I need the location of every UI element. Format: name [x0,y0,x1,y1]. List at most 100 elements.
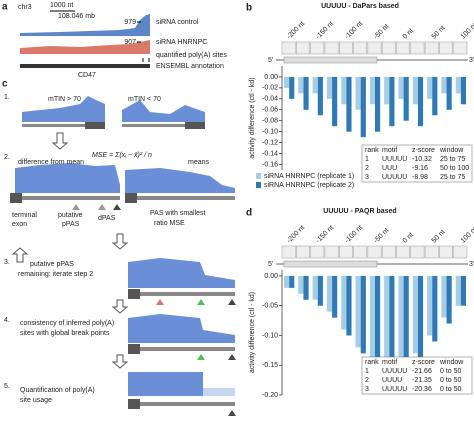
label: sites with global break points [20,330,110,337]
label: 2 [365,165,369,172]
triangle [197,354,205,360]
label: d [246,208,252,219]
bar [417,275,424,360]
triangle [228,410,236,416]
window-box [281,41,296,55]
bar [412,275,418,354]
coverage [122,100,205,122]
bar [384,275,390,378]
label: UUU [382,165,397,172]
window-box [353,245,368,259]
label: 4. [4,317,10,324]
bar [346,76,352,132]
bar [427,275,433,336]
bar [355,76,361,110]
label: ENSEMBL annotation [156,63,224,70]
exon [10,193,22,203]
bar [369,275,375,366]
label: 907 [124,39,136,46]
label: -100 nt [344,20,364,40]
label: dPAS [98,215,116,222]
window-box [453,245,468,259]
bar [460,275,466,306]
label: 0 nt [402,27,415,40]
label: -0.14 [262,150,278,157]
bar [398,275,404,372]
gene [122,124,205,127]
label: -50 nt [373,23,391,41]
coverage [128,258,235,288]
label: -9.16 [412,165,428,172]
label: site usage [20,397,52,404]
arrow [51,132,69,150]
label: -100 nt [344,224,364,244]
window-box [296,245,310,259]
label: 25 to 75 [440,156,465,163]
label: -0.06 [262,107,278,114]
gene [128,402,235,406]
label: motif [382,359,397,366]
label: 0 to 50 [440,368,462,375]
window-box [310,245,325,259]
bar [360,275,366,354]
label: -0.12 [262,139,278,146]
triangle [113,204,121,210]
bar [460,76,466,105]
window-box [338,41,353,55]
label: pPAS [62,221,80,228]
bar [389,76,395,127]
label: -150 nt [315,20,335,40]
label: 2 [365,377,369,384]
bar [412,76,418,105]
bar [369,76,375,105]
bar [417,76,424,127]
coverage-kd [20,40,150,54]
window-box [453,41,468,55]
label: activity difference (ctl - kd) [249,292,256,373]
legend-swatch [256,182,261,188]
triangle [156,299,164,305]
label: rank [365,147,379,154]
label: 0.00 [264,74,278,81]
label: consistency of inferred poly(A) [20,320,114,327]
bar [375,275,381,372]
label: UUUU [382,377,402,384]
bar [441,76,447,94]
label: 0.00 [264,273,278,280]
exon [128,289,140,299]
label: -200 nt [286,224,306,244]
coverage [128,314,235,343]
label: -21.35 [412,377,432,384]
gene-models [10,122,235,409]
bar [403,76,409,121]
label: siRNA control [156,19,199,26]
triangle [228,354,236,360]
label: 5' [268,261,273,268]
label: -0.02 [262,85,278,92]
label: UUUUU [382,386,407,393]
bar [398,76,404,99]
exon [283,260,378,268]
label: -0.04 [262,96,278,103]
window-box [324,245,339,259]
window-box [424,245,439,259]
label: -10.32 [412,156,432,163]
bar [298,275,304,294]
label: z-score [412,147,435,154]
bar [289,275,295,288]
label: -0.16 [262,161,278,168]
exon [125,193,137,203]
label: 100 nt [460,22,474,41]
label: -0.20 [262,392,278,399]
coverage [125,168,235,193]
label: 1000 nt [50,2,73,9]
bar [303,76,309,110]
table-bg [361,144,473,183]
label: 3 [365,174,369,181]
label: -0.10 [262,129,278,136]
bar [312,76,318,94]
bar [441,275,447,318]
label: 3 [365,386,369,393]
bar [284,275,290,288]
